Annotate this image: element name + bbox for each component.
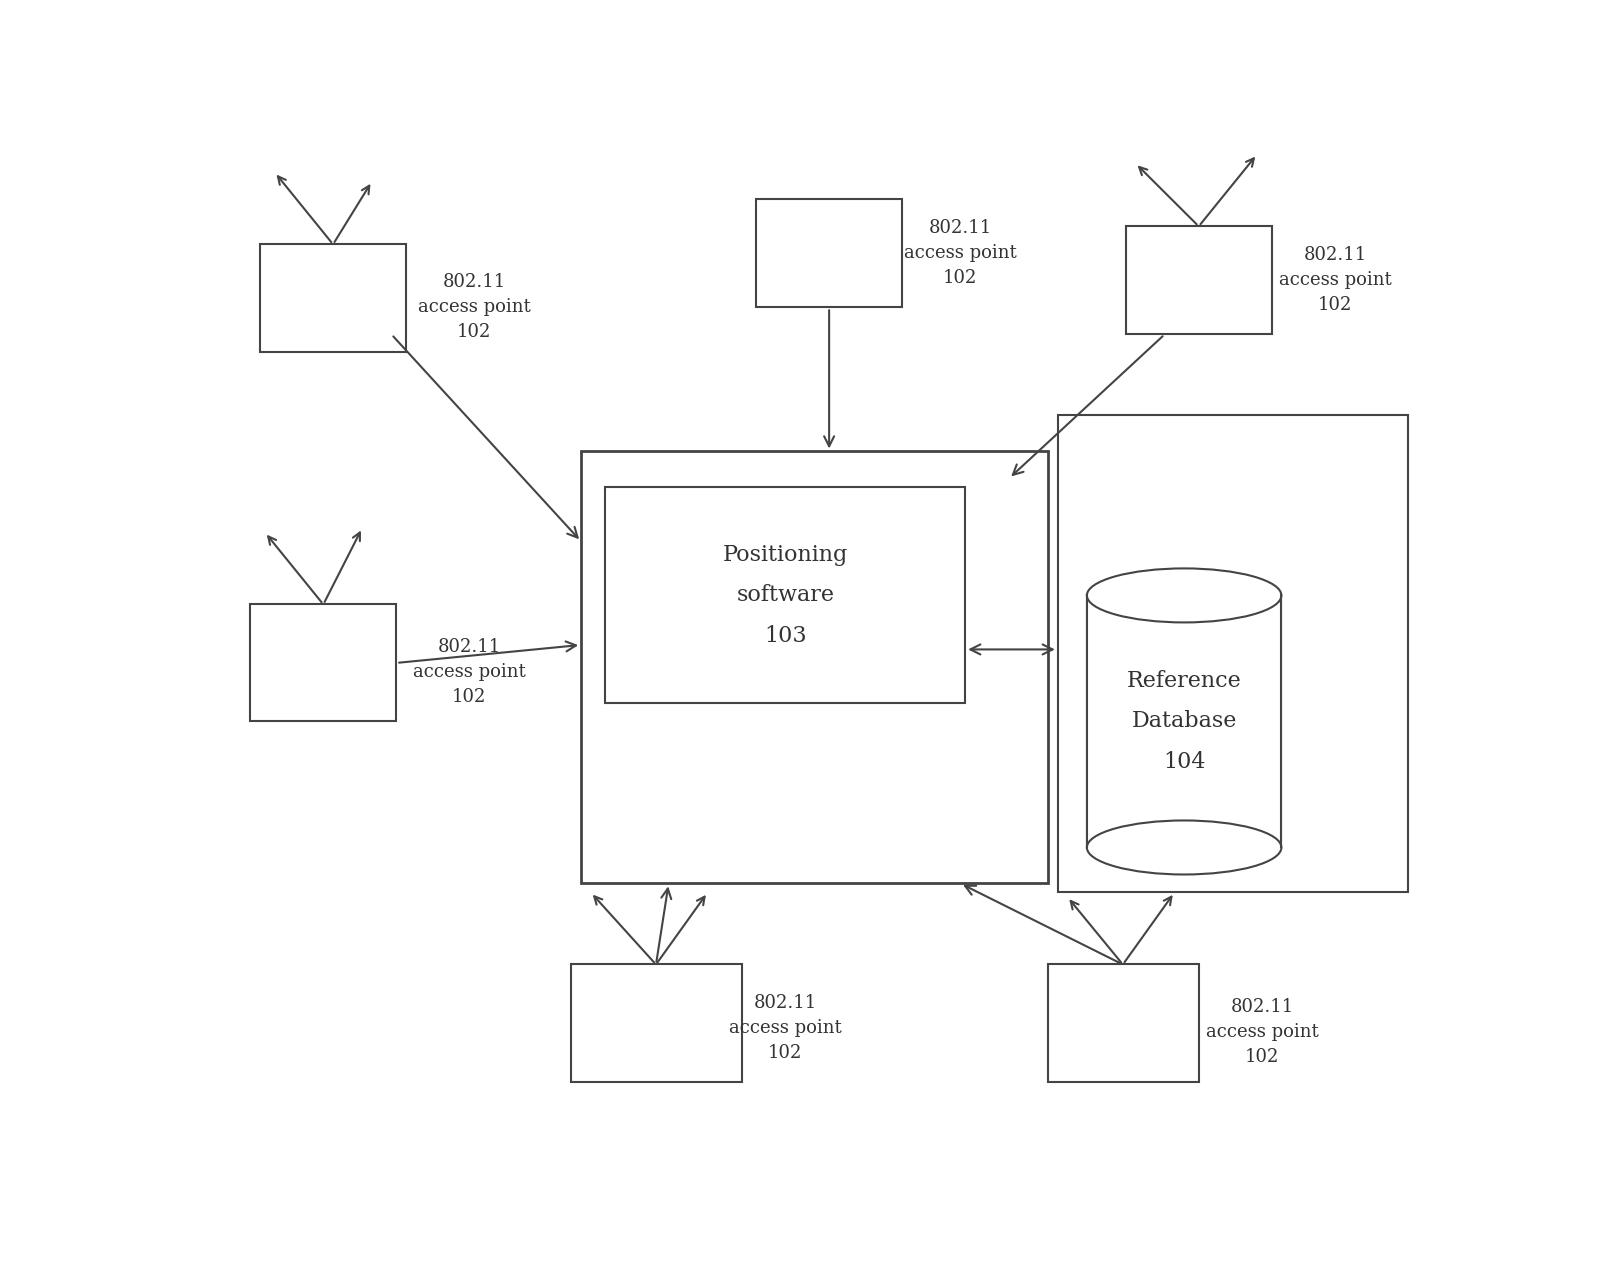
- Text: 802.11
access point
102: 802.11 access point 102: [730, 994, 843, 1061]
- Ellipse shape: [1086, 568, 1282, 622]
- Bar: [571, 964, 741, 1082]
- Text: Database: Database: [1131, 710, 1236, 733]
- Text: 103: 103: [763, 625, 807, 647]
- Text: User Device: User Device: [678, 529, 952, 572]
- Text: 802.11
access point
102: 802.11 access point 102: [904, 220, 1017, 287]
- Ellipse shape: [1086, 820, 1282, 874]
- Text: 104: 104: [1164, 751, 1206, 773]
- Bar: [581, 451, 1047, 883]
- Text: 802.11
access point
102: 802.11 access point 102: [418, 274, 531, 341]
- Bar: [1127, 226, 1272, 334]
- Text: 802.11
access point
102: 802.11 access point 102: [1206, 998, 1319, 1066]
- Bar: [260, 244, 407, 352]
- Bar: [757, 199, 902, 307]
- Text: Reference: Reference: [1127, 670, 1241, 692]
- Text: 802.11
access point
102: 802.11 access point 102: [413, 638, 526, 706]
- Text: Positioning: Positioning: [723, 544, 847, 566]
- Text: software: software: [736, 584, 834, 607]
- Bar: [605, 487, 965, 703]
- Bar: [1057, 415, 1407, 892]
- Bar: [250, 604, 397, 721]
- Text: 802.11
access point
102: 802.11 access point 102: [1278, 247, 1391, 314]
- Bar: [1086, 595, 1282, 847]
- Text: 101: 101: [771, 588, 857, 630]
- Bar: [1047, 964, 1199, 1082]
